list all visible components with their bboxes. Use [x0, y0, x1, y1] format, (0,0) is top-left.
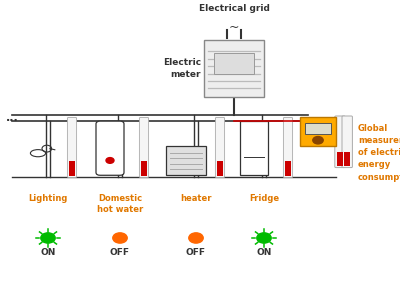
- Text: ~: ~: [229, 21, 239, 34]
- Circle shape: [106, 158, 114, 163]
- Text: OFF: OFF: [110, 248, 130, 257]
- Circle shape: [41, 233, 55, 243]
- Text: ON: ON: [40, 248, 56, 257]
- FancyBboxPatch shape: [300, 117, 336, 146]
- FancyBboxPatch shape: [204, 40, 264, 97]
- Text: ON: ON: [256, 248, 272, 257]
- Text: Lighting: Lighting: [28, 194, 68, 203]
- Text: Fridge: Fridge: [249, 194, 279, 203]
- Bar: [337, 152, 343, 166]
- Bar: [218, 161, 223, 176]
- FancyBboxPatch shape: [216, 117, 225, 178]
- FancyBboxPatch shape: [305, 123, 331, 134]
- FancyBboxPatch shape: [166, 146, 206, 175]
- FancyBboxPatch shape: [67, 117, 77, 178]
- FancyBboxPatch shape: [284, 117, 293, 178]
- Bar: [286, 161, 290, 176]
- Text: heater: heater: [180, 194, 212, 203]
- FancyBboxPatch shape: [342, 116, 352, 168]
- FancyBboxPatch shape: [335, 116, 345, 168]
- Circle shape: [313, 137, 323, 144]
- FancyBboxPatch shape: [214, 53, 254, 74]
- FancyBboxPatch shape: [139, 117, 149, 178]
- Circle shape: [257, 233, 271, 243]
- Bar: [344, 152, 350, 166]
- Text: Domestic
hot water: Domestic hot water: [97, 194, 143, 214]
- Text: Global
measurement
of electrical
energy
consumption: Global measurement of electrical energy …: [358, 124, 400, 182]
- Text: Electrical grid: Electrical grid: [198, 4, 270, 13]
- FancyBboxPatch shape: [96, 121, 124, 175]
- Text: Electric
meter: Electric meter: [163, 58, 201, 79]
- Circle shape: [113, 233, 127, 243]
- Text: OFF: OFF: [186, 248, 206, 257]
- Text: ...: ...: [6, 113, 19, 123]
- Bar: [142, 161, 147, 176]
- Bar: [70, 161, 74, 176]
- FancyBboxPatch shape: [240, 121, 268, 175]
- Circle shape: [189, 233, 203, 243]
